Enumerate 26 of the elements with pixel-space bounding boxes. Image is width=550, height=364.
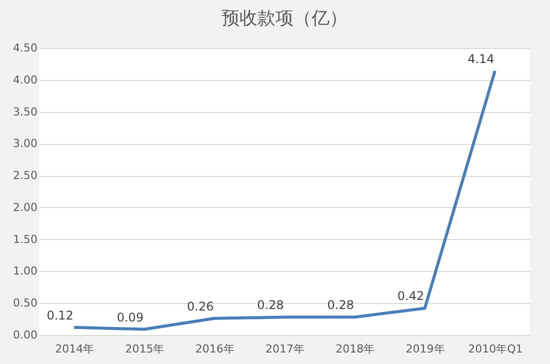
line-series xyxy=(72,69,496,331)
data-label: 0.09 xyxy=(116,310,144,324)
y-tick-label: 4.00 xyxy=(13,73,38,86)
chart-title: 预收款项（亿） xyxy=(222,8,348,29)
y-tick-label: 1.50 xyxy=(13,232,38,246)
y-tick-label: 3.50 xyxy=(13,105,38,118)
y-tick-label: 3.00 xyxy=(13,137,38,150)
x-tick-label: 2016年 xyxy=(195,342,234,356)
data-label: 0.28 xyxy=(327,298,354,312)
y-tick-label: 0.50 xyxy=(13,296,38,310)
x-tick-label: 2010年Q1 xyxy=(468,342,523,356)
y-tick-label: 2.50 xyxy=(13,169,38,182)
x-tick-label: 2019年 xyxy=(406,342,445,356)
data-label: 4.14 xyxy=(468,52,494,66)
data-label: 0.42 xyxy=(397,289,424,304)
y-tick-label: 4.50 xyxy=(13,42,38,54)
x-tick-label: 2015年 xyxy=(125,342,164,356)
data-label: 0.26 xyxy=(187,299,214,314)
data-label: 0.28 xyxy=(257,298,284,312)
x-tick-label: 2014年 xyxy=(55,342,94,356)
data-label: 0.12 xyxy=(46,308,74,322)
y-tick-label: 2.00 xyxy=(13,200,38,214)
y-tick-label: 1.00 xyxy=(13,264,38,278)
x-tick-label: 2017年 xyxy=(266,342,304,356)
x-tick-label: 2018年 xyxy=(336,342,375,356)
y-tick-label: 0.00 xyxy=(13,328,38,342)
